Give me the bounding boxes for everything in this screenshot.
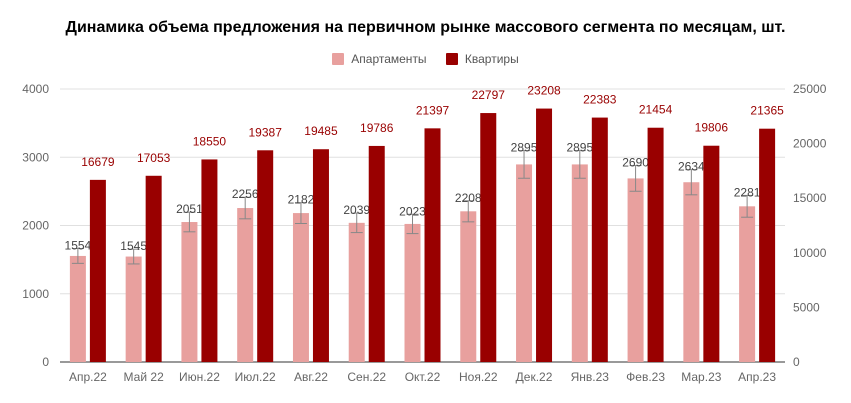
data-label-apartments: 2182	[288, 193, 315, 207]
data-label-flats: 17053	[137, 151, 171, 165]
bar-flats	[145, 175, 162, 362]
data-label-flats: 21454	[639, 103, 673, 117]
data-label-apartments: 2895	[566, 141, 593, 155]
bar-flats	[257, 150, 274, 362]
left-tick-label: 3000	[22, 150, 49, 164]
bar-apartments	[404, 223, 421, 362]
legend: Апартаменты Квартиры	[0, 52, 851, 68]
x-tick-label: Мар.23	[681, 370, 721, 384]
data-label-apartments: 2634	[678, 160, 705, 174]
left-tick-label: 0	[42, 355, 49, 369]
legend-swatch-flats	[445, 53, 458, 65]
bar-flats	[424, 128, 441, 362]
legend-label-flats: Квартиры	[464, 52, 519, 66]
data-label-apartments: 2690	[622, 156, 649, 170]
right-tick-label: 10000	[793, 246, 827, 260]
right-tick-label: 25000	[793, 82, 827, 96]
x-tick-label: Июн.22	[179, 370, 220, 384]
left-tick-label: 4000	[22, 82, 49, 96]
x-tick-label: Июл.22	[235, 370, 276, 384]
bar-flats	[647, 127, 664, 362]
x-tick-label: Фев.23	[626, 370, 665, 384]
right-tick-label: 0	[793, 355, 800, 369]
chart-title: Динамика объема предложения на первичном…	[65, 19, 786, 36]
data-label-flats: 19387	[249, 125, 283, 139]
bar-apartments	[627, 178, 644, 362]
bar-apartments	[181, 222, 198, 362]
data-label-apartments: 2023	[399, 204, 426, 218]
bar-flats	[480, 113, 497, 362]
x-tick-label: Май 22	[124, 370, 165, 384]
bar-apartments	[348, 222, 365, 362]
legend-item-apartments: Апартаменты	[332, 52, 427, 66]
bar-apartments	[292, 213, 309, 362]
bar-apartments	[683, 182, 700, 362]
data-label-apartments: 2051	[176, 202, 203, 216]
right-tick-label: 5000	[793, 300, 820, 314]
bar-apartments	[125, 256, 142, 362]
bar-flats	[536, 108, 553, 363]
data-label-flats: 21397	[416, 103, 450, 117]
right-tick-label: 20000	[793, 137, 827, 151]
data-label-apartments: 2281	[734, 185, 761, 199]
x-tick-label: Апр.22	[69, 370, 107, 384]
x-tick-label: Дек.22	[516, 370, 553, 384]
bar-apartments	[516, 164, 533, 362]
bar-apartments	[69, 255, 86, 362]
bar-apartments	[571, 164, 588, 362]
data-label-apartments: 1554	[65, 239, 92, 253]
legend-swatch-apartments	[332, 53, 345, 65]
bar-flats	[703, 145, 720, 362]
bar-apartments	[739, 206, 756, 362]
data-label-apartments: 2208	[455, 191, 482, 205]
data-label-flats: 22797	[472, 88, 506, 102]
data-label-apartments: 2256	[232, 187, 259, 201]
bar-apartments	[460, 211, 477, 362]
bar-flats	[201, 159, 218, 362]
bar-flats	[759, 128, 776, 362]
legend-item-flats: Квартиры	[445, 52, 519, 66]
bar-apartments	[237, 208, 254, 362]
x-tick-label: Апр.23	[738, 370, 776, 384]
data-label-apartments: 1545	[120, 239, 147, 253]
data-label-apartments: 2039	[343, 203, 370, 217]
bar-flats	[591, 117, 608, 362]
x-tick-label: Окт.22	[405, 370, 441, 384]
x-tick-label: Сен.22	[347, 370, 386, 384]
right-tick-label: 15000	[793, 191, 827, 205]
x-tick-label: Ноя.22	[459, 370, 498, 384]
data-label-apartments: 2895	[511, 141, 538, 155]
data-label-flats: 19786	[360, 121, 394, 135]
x-tick-label: Авг.22	[294, 370, 328, 384]
data-label-flats: 23208	[527, 84, 561, 98]
data-label-flats: 22383	[583, 93, 617, 107]
legend-label-apartments: Апартаменты	[351, 52, 427, 66]
x-tick-label: Янв.23	[571, 370, 610, 384]
bar-flats	[312, 149, 329, 362]
data-label-flats: 19806	[695, 121, 729, 135]
data-label-flats: 21365	[750, 104, 784, 118]
data-label-flats: 19485	[304, 124, 338, 138]
left-tick-label: 2000	[22, 219, 49, 233]
bar-flats	[368, 145, 385, 362]
data-label-flats: 18550	[193, 134, 227, 148]
data-label-flats: 16679	[81, 155, 115, 169]
left-tick-label: 1000	[22, 287, 49, 301]
bar-flats	[89, 179, 106, 362]
